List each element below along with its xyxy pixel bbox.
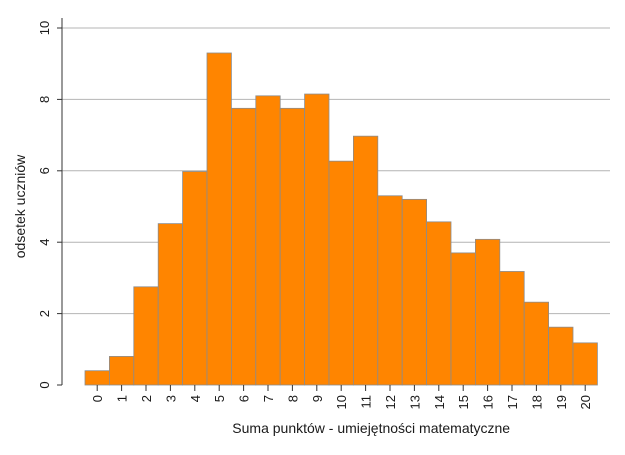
bar-11 — [352, 135, 379, 386]
y-tick-label-6: 6 — [37, 167, 52, 174]
y-tick-label-8: 8 — [37, 96, 52, 103]
x-tick-label-0: 0 — [90, 395, 105, 402]
x-tick-label-9: 9 — [310, 395, 325, 402]
bar-10 — [328, 160, 354, 386]
bar-13 — [401, 198, 428, 386]
x-tick-label-5: 5 — [212, 395, 227, 402]
bar-7 — [255, 95, 281, 386]
x-ticks: 0 1 2 3 4 5 6 7 8 9 10 11 12 13 14 15 16 17 18 19 20 — [90, 385, 593, 409]
bar-17 — [499, 271, 525, 386]
bar-16 — [474, 238, 501, 386]
bar-2 — [133, 286, 159, 386]
bar-19 — [548, 326, 574, 386]
x-tick-label-1: 1 — [115, 395, 130, 402]
x-axis-title: Suma punktów - umiejętności matematyczne — [232, 420, 510, 436]
x-tick-label-8: 8 — [285, 395, 300, 402]
x-tick-label-6: 6 — [237, 395, 252, 402]
bar-18 — [523, 301, 550, 386]
y-tick-label-4: 4 — [37, 239, 52, 246]
bar-8 — [279, 107, 306, 386]
bar-4 — [182, 171, 208, 386]
bar-9 — [304, 93, 330, 386]
x-tick-label-14: 14 — [432, 395, 447, 409]
bar-15 — [450, 252, 476, 386]
bar-0 — [84, 370, 110, 386]
x-tick-label-16: 16 — [481, 395, 496, 409]
x-tick-label-13: 13 — [407, 395, 422, 409]
x-tick-label-2: 2 — [139, 395, 154, 402]
bars — [84, 52, 598, 386]
x-tick-label-7: 7 — [261, 395, 276, 402]
x-tick-label-3: 3 — [163, 395, 178, 402]
bar-6 — [230, 107, 257, 386]
x-tick-label-10: 10 — [334, 395, 349, 409]
bar-1 — [109, 356, 135, 386]
bar-3 — [157, 223, 183, 386]
x-tick-label-15: 15 — [456, 395, 471, 409]
y-axis-title: odsetek uczniów — [12, 154, 28, 258]
x-tick-label-12: 12 — [383, 395, 398, 409]
y-tick-label-2: 2 — [37, 310, 52, 317]
x-tick-label-19: 19 — [554, 395, 569, 409]
x-tick-label-4: 4 — [188, 395, 203, 402]
x-tick-label-20: 20 — [578, 395, 593, 409]
bar-12 — [377, 195, 403, 386]
y-tick-label-0: 0 — [37, 381, 52, 388]
y-tick-label-10: 10 — [37, 21, 52, 35]
bar-20 — [572, 342, 598, 386]
x-tick-label-18: 18 — [529, 395, 544, 409]
bar-14 — [426, 221, 452, 386]
x-tick-label-17: 17 — [505, 395, 520, 409]
x-tick-label-11: 11 — [359, 395, 374, 409]
bar-5 — [206, 52, 232, 386]
y-ticks: 0 2 4 6 8 10 — [37, 21, 62, 389]
